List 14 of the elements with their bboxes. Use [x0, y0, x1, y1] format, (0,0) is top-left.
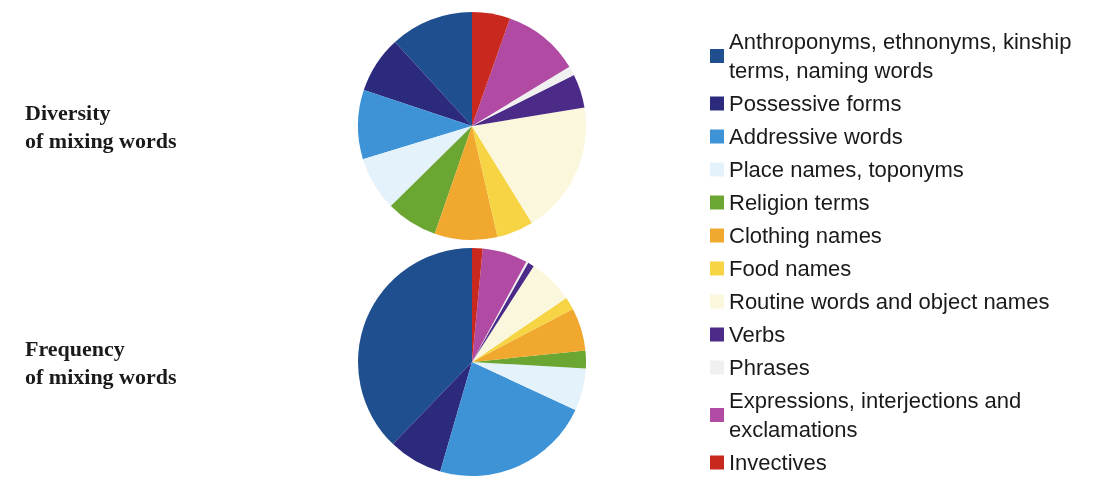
legend-label: Place names, toponyms	[729, 157, 964, 182]
legend-label: Food names	[729, 256, 852, 281]
legend-label: Religion terms	[729, 190, 870, 215]
slice-label: Frequency of mixing words	[25, 335, 177, 389]
legend-label: Verbs	[729, 322, 786, 347]
legend-label: Clothing names	[729, 223, 882, 248]
legend-label: Possessive forms	[729, 91, 902, 116]
legend-label: Phrases	[729, 355, 810, 380]
legend-label: Expressions, interjections and exclamations	[729, 388, 1028, 442]
legend-label: Routine words and object names	[729, 289, 1050, 314]
legend-label: Anthroponyms, ethnonyms, kinship terms, naming words	[729, 29, 1078, 83]
slice-label: Diversity of mixing words	[25, 99, 177, 153]
legend-label: Addressive words	[729, 124, 903, 149]
legend-label: Invectives	[729, 450, 827, 475]
